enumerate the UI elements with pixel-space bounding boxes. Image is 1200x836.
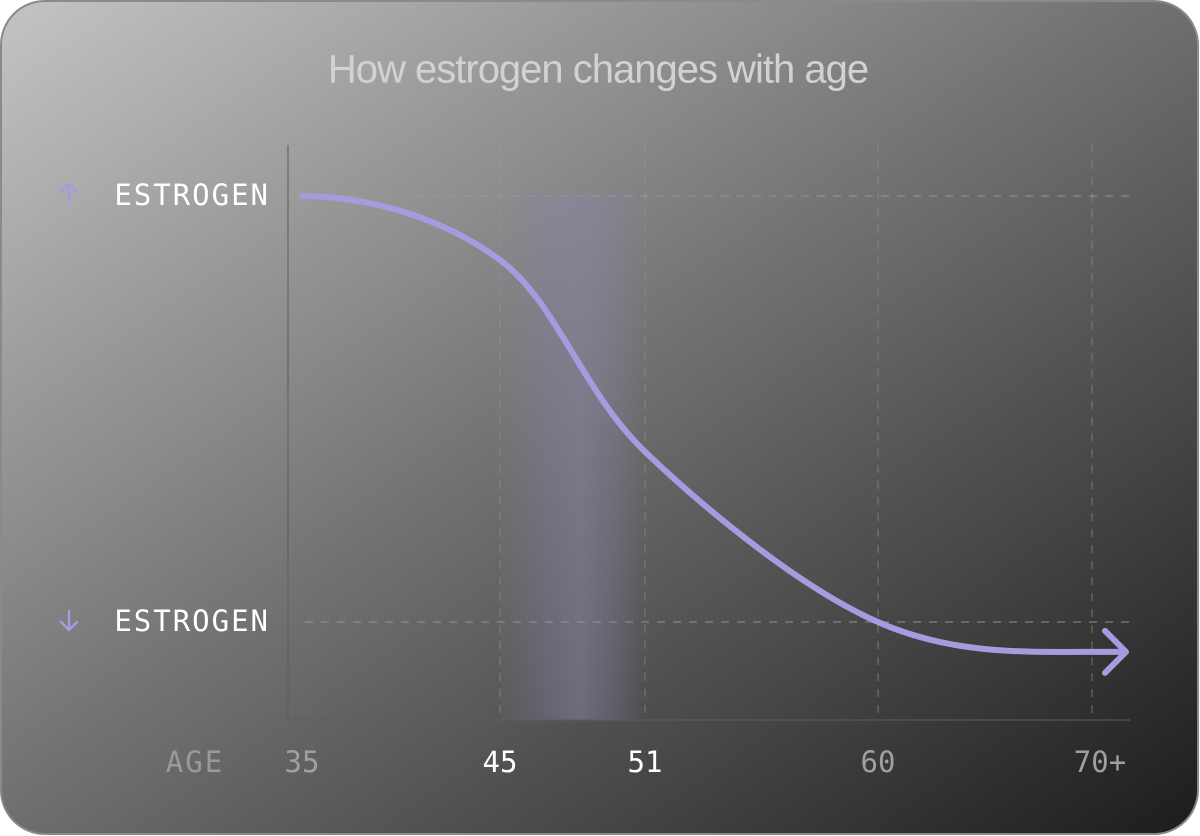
x-tick-label: 45 bbox=[483, 745, 518, 779]
line-arrowhead bbox=[1097, 627, 1129, 676]
line bbox=[299, 193, 1103, 655]
down-arrow-icon bbox=[59, 609, 79, 632]
highlight-band bbox=[500, 194, 645, 720]
x-tick-label: 51 bbox=[628, 745, 663, 779]
up-arrow-icon bbox=[59, 182, 79, 205]
y-tick-label: ESTROGEN bbox=[114, 604, 270, 638]
x-axis-label: AGE bbox=[166, 745, 224, 779]
y-tick-label: ESTROGEN bbox=[114, 178, 270, 212]
x-tick-label: 70+ bbox=[1074, 745, 1126, 779]
chart-title: How estrogen changes with age bbox=[328, 48, 868, 92]
x-tick-label: 35 bbox=[285, 745, 320, 779]
x-tick-label: 60 bbox=[861, 745, 896, 779]
